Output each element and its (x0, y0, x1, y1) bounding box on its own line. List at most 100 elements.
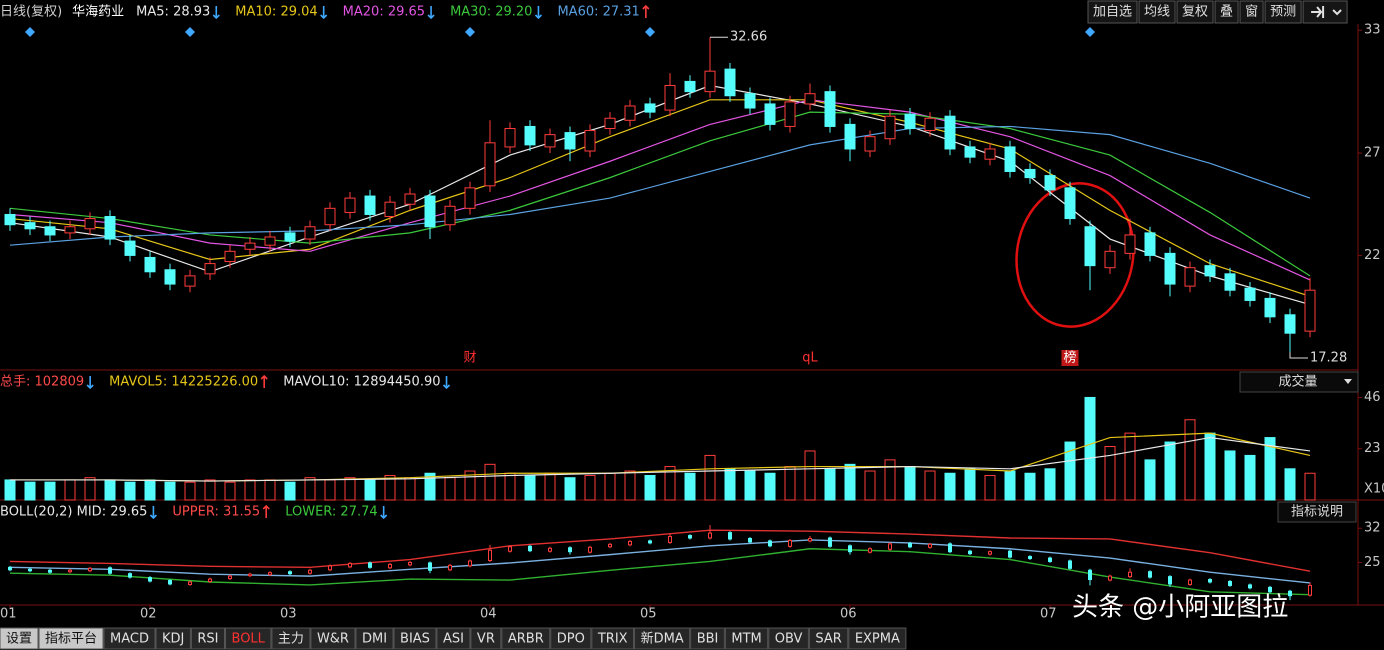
trend-arrow (86, 376, 94, 390)
tab[interactable] (768, 627, 809, 650)
event-badge[interactable] (461, 350, 479, 366)
tab-label[interactable]: SAR (815, 632, 841, 647)
tab-label[interactable]: OBV (775, 632, 803, 647)
tab-label[interactable]: 指标平台 (45, 632, 97, 647)
tab[interactable] (470, 627, 502, 650)
candle-body (1288, 590, 1292, 597)
candle-body (428, 562, 432, 571)
event-badge[interactable] (800, 350, 820, 366)
tab[interactable] (155, 627, 191, 650)
tab-label[interactable]: 设置 (6, 632, 32, 647)
tab-label[interactable]: DPO (557, 632, 585, 647)
event-label[interactable]: 财 (463, 351, 476, 366)
indicator-button-label[interactable]: 指标说明 (1291, 505, 1343, 520)
candle-body (1284, 314, 1296, 334)
max-label: 32.66 (730, 30, 767, 45)
candle-body (604, 117, 616, 129)
min-pointer (1289, 352, 1308, 359)
tab[interactable] (271, 627, 311, 650)
volume-bar (124, 481, 136, 501)
selector[interactable] (1239, 371, 1359, 393)
tab-label[interactable]: RSI (197, 632, 218, 647)
tab[interactable] (103, 627, 156, 650)
toolbar-button[interactable] (1302, 0, 1348, 24)
toolbar-button[interactable] (1176, 0, 1214, 24)
candle-body (1044, 175, 1056, 191)
tab-label[interactable]: EXPMA (855, 632, 900, 647)
event-badge[interactable] (1061, 350, 1079, 366)
tab-label[interactable]: 主力 (278, 632, 304, 647)
event-label[interactable]: qL (802, 351, 818, 366)
tab[interactable] (190, 627, 225, 650)
tab-label[interactable]: ARBR (508, 632, 544, 647)
candle-body (368, 562, 372, 568)
y-tick-label: 22 (1364, 248, 1381, 263)
tab-label[interactable]: W&R (317, 632, 349, 647)
tab-label[interactable]: BBI (697, 632, 719, 647)
volume-bar (1024, 472, 1036, 501)
candle-body (964, 146, 976, 158)
y-tick-label: 32 (1364, 521, 1381, 536)
toolbar-button[interactable] (1087, 0, 1138, 24)
volume-bar (304, 477, 316, 501)
candle-body (648, 540, 652, 544)
toolbar-label[interactable]: 复权 (1182, 4, 1208, 20)
tab-label[interactable]: TRIX (597, 632, 628, 647)
tab[interactable] (501, 627, 551, 650)
candle-body (1004, 146, 1016, 172)
toolbar-label[interactable]: 预测 (1270, 5, 1296, 20)
candle-body (764, 103, 776, 125)
tab-label[interactable]: MACD (110, 632, 149, 647)
tab-label[interactable]: BOLL (232, 632, 266, 647)
candle-body (244, 242, 256, 250)
tab[interactable] (38, 627, 104, 650)
candle-body (124, 240, 136, 256)
candle-body (1128, 571, 1132, 578)
tab[interactable] (225, 627, 272, 650)
toolbar-button[interactable] (1214, 0, 1239, 24)
tab-label[interactable]: KDJ (162, 632, 184, 647)
candle-body (744, 93, 756, 109)
tab[interactable] (355, 627, 394, 650)
toolbar-button[interactable] (1138, 0, 1176, 24)
volume-bar (844, 463, 856, 501)
toolbar-label[interactable]: 窗 (1245, 4, 1258, 20)
indicator-button[interactable] (1277, 501, 1357, 523)
volume-bar (724, 468, 736, 501)
tab-label[interactable]: VR (477, 632, 495, 647)
tab[interactable] (848, 627, 907, 650)
tab-label[interactable]: BIAS (400, 632, 430, 647)
volume-bar (204, 479, 216, 501)
x-tick-label: 06 (840, 607, 857, 622)
candle-body (388, 563, 392, 569)
tab[interactable] (550, 627, 592, 650)
tab[interactable] (0, 627, 39, 650)
toolbar-label[interactable]: 叠 (1220, 5, 1233, 20)
volume-bar (44, 481, 56, 501)
selector-label[interactable]: 成交量 (1278, 374, 1317, 390)
tab[interactable] (436, 627, 471, 650)
tab-label[interactable]: 新DMA (641, 631, 684, 647)
candle-body (928, 543, 932, 548)
toolbar-label[interactable]: 均线 (1144, 5, 1170, 20)
trend-arrow (260, 374, 268, 388)
indicator-value: MAVOL10: 12894450.90 (283, 375, 440, 390)
tab[interactable] (591, 627, 635, 650)
tab[interactable] (724, 627, 769, 650)
tab-label[interactable]: DMI (362, 632, 387, 647)
candle-body (988, 551, 992, 555)
tab[interactable] (310, 627, 356, 650)
toolbar-button[interactable] (1239, 0, 1264, 24)
tab[interactable] (808, 627, 849, 650)
candle-body (1208, 579, 1212, 583)
tab[interactable] (634, 627, 691, 650)
tab-label[interactable]: ASI (443, 632, 464, 647)
tab[interactable] (690, 627, 725, 650)
tab-label[interactable]: MTM (731, 632, 761, 647)
candle-body (88, 567, 92, 572)
toolbar-label[interactable]: 加自选 (1093, 5, 1132, 20)
toolbar-button[interactable] (1264, 0, 1302, 24)
tab[interactable] (393, 627, 437, 650)
event-label[interactable]: 榜 (1063, 350, 1076, 366)
x-tick-label: 05 (640, 607, 657, 622)
